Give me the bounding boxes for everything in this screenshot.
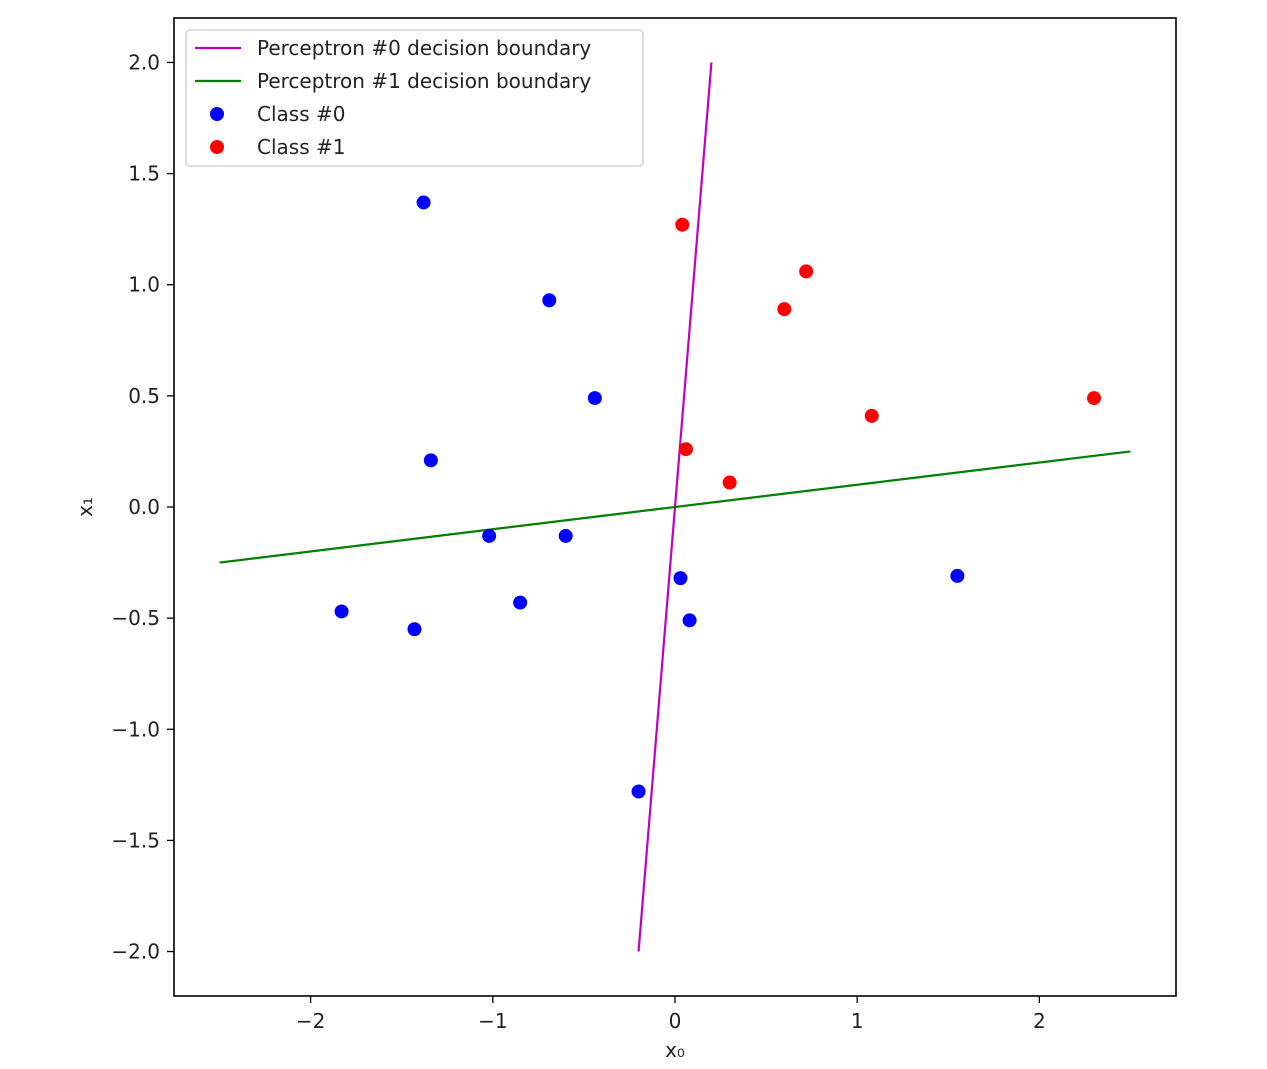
x-tick-label: 2	[1033, 1009, 1046, 1033]
y-tick-label: 1.5	[128, 162, 160, 186]
class-0-point	[482, 528, 497, 543]
legend: Perceptron #0 decision boundary Perceptro…	[185, 29, 644, 167]
class-0-point	[950, 568, 965, 583]
class-0-point	[673, 571, 688, 586]
x-axis-label: x₀	[665, 1038, 685, 1062]
class-1-point	[1087, 391, 1102, 406]
class-1-point	[722, 475, 737, 490]
y-tick-label: −0.5	[111, 606, 160, 630]
y-tick-label: −2.0	[111, 940, 160, 964]
legend-label: Perceptron #0 decision boundary	[257, 36, 591, 60]
y-tick-label: 1.0	[128, 273, 160, 297]
class-1-point	[675, 217, 690, 232]
x-tick-label: 0	[669, 1009, 682, 1033]
class-0-point	[334, 604, 349, 619]
class-1-point	[864, 408, 879, 423]
class-0-point	[558, 528, 573, 543]
legend-marker-class-1	[210, 140, 224, 154]
class-0-point	[542, 293, 557, 308]
legend-label: Class #0	[257, 102, 345, 126]
legend-label: Class #1	[257, 135, 345, 159]
x-tick-label: −2	[296, 1009, 325, 1033]
legend-marker-class-0	[210, 107, 224, 121]
legend-frame	[185, 29, 644, 167]
class-0-point	[407, 622, 422, 637]
x-tick-label: 1	[851, 1009, 864, 1033]
class-0-point	[513, 595, 528, 610]
decision-boundary-line-1	[219, 450, 1131, 564]
y-tick-label: −1.5	[111, 828, 160, 852]
class-0-point	[423, 453, 438, 468]
class-1-point	[777, 302, 792, 317]
class-0-point	[682, 613, 697, 628]
plot-area: −2 −1 0 1 2 2.0 1.5 1.0 0.5 0.0 −0.5 −1.0 −1.5 −2.0	[111, 17, 1177, 1033]
y-tick-label: 0.0	[128, 495, 160, 519]
y-axis-label: x₁	[73, 497, 97, 517]
y-tick-label: 0.5	[128, 384, 160, 408]
class-0-point	[631, 784, 646, 799]
legend-label: Perceptron #1 decision boundary	[257, 69, 591, 93]
class-0-point	[587, 391, 602, 406]
y-tick-label: −1.0	[111, 717, 160, 741]
y-tick-label: 2.0	[128, 50, 160, 74]
class-0-point	[416, 195, 431, 210]
class-1-point	[678, 442, 693, 457]
class-1-point	[799, 264, 814, 279]
x-tick-label: −1	[478, 1009, 507, 1033]
